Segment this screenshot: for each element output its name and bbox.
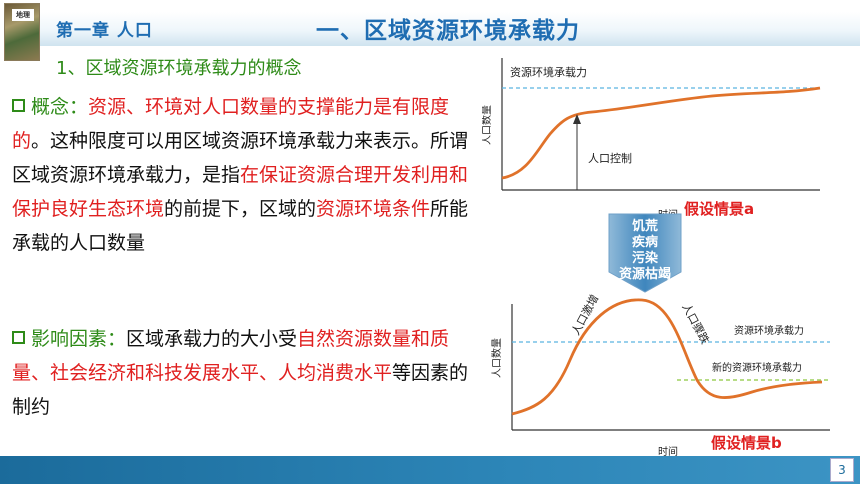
concept-highlight-3: 资源环境条件: [316, 198, 431, 220]
concept-highlight-1: 资源、环境对人口数量的支撑能力是有限度的: [12, 96, 450, 152]
factors-paragraph: 影响因素：区域承载力的大小受自然资源数量和质量、社会经济和科技发展水平、人均消费…: [12, 322, 480, 424]
cause-item: 疾病: [631, 235, 658, 250]
causes-arrow: [608, 213, 682, 293]
scenario-b-title: 假设情景b: [711, 434, 782, 452]
concept-label: 概念：: [31, 96, 89, 118]
y-axis-label: 人口数量: [482, 105, 493, 145]
population-curve: [501, 86, 821, 180]
new-capacity-label: 新的资源环境承载力: [712, 361, 802, 374]
concept-text-3: 所能承载的人口数量: [12, 198, 469, 254]
page-title: 一、区域资源环境承载力: [316, 18, 580, 44]
capacity-label: 资源环境承载力: [734, 324, 804, 337]
header-bar: [40, 12, 860, 46]
thumbnail-tag: 地理: [12, 9, 34, 21]
cause-item: 资源枯竭: [618, 267, 671, 282]
causes-list: 饥荒 疾病 污染 资源枯竭: [607, 219, 683, 283]
square-bullet-icon: [12, 331, 25, 344]
concept-paragraph: 概念：资源、环境对人口数量的支撑能力是有限度的。这种限度可以用区域资源环境承载力…: [12, 90, 480, 260]
scenario-a-title: 假设情景a: [684, 200, 755, 218]
capacity-label: 资源环境承载力: [510, 65, 587, 79]
down-arrow-icon: [608, 213, 682, 293]
population-curve: [511, 298, 823, 416]
factors-text-2: 等因素的制约: [12, 362, 469, 418]
scenario-b-chart: 资源环境承载力 新的资源环境承载力 人口数量 人口激增 人口骤跌 时间: [490, 292, 830, 458]
cause-item: 污染: [631, 251, 658, 266]
control-annotation: 人口控制: [588, 151, 632, 165]
x-axis-label: 时间: [658, 445, 678, 458]
chapter-thumbnail-image: 地理: [4, 3, 40, 61]
chapter-label: 第一章 人口: [56, 21, 153, 41]
arrow-head-icon: [573, 114, 581, 124]
footer-bar: [0, 456, 860, 484]
concept-highlight-2: 在保证资源合理开发利用和保护良好生态环境: [12, 164, 469, 220]
page-number: 3: [830, 458, 854, 482]
fall-label: 人口骤跌: [679, 301, 712, 346]
section-subtitle: 1、区域资源环境承载力的概念: [56, 58, 302, 79]
concept-text-2: 的前提下，区域的: [164, 198, 317, 220]
cause-item: 饥荒: [631, 219, 658, 234]
scenario-a-chart: 资源环境承载力 人口数量 人口控制 时间: [482, 58, 821, 220]
factors-text-1: 区域承载力的大小受: [126, 328, 298, 350]
concept-text-1: 。这种限度可以用区域资源环境承载力来表示。所谓区域资源环境承载力，是指: [12, 130, 469, 186]
factors-label: 影响因素：: [31, 328, 127, 350]
factors-highlight: 自然资源数量和质量、社会经济和科技发展水平、人均消费水平: [12, 328, 450, 384]
square-bullet-icon: [12, 99, 25, 112]
y-axis-label: 人口数量: [490, 338, 503, 378]
